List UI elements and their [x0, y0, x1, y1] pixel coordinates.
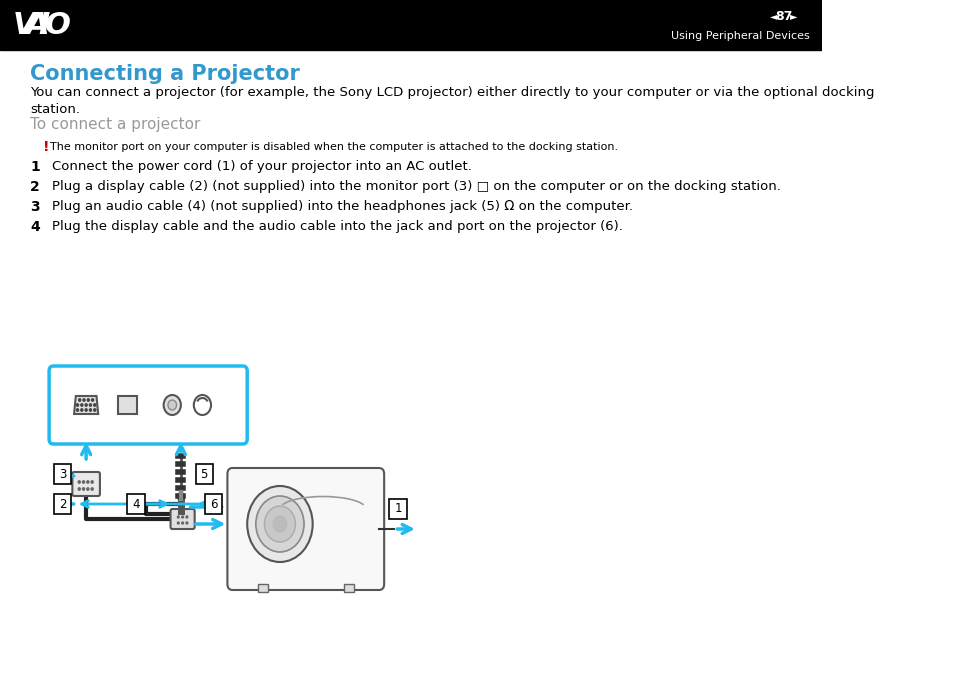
Text: 4: 4 — [132, 497, 140, 510]
Text: O: O — [45, 11, 71, 40]
Circle shape — [168, 400, 176, 410]
Text: Connect the power cord (1) of your projector into an AC outlet.: Connect the power cord (1) of your proje… — [51, 160, 471, 173]
Circle shape — [186, 522, 188, 524]
FancyBboxPatch shape — [195, 464, 213, 484]
Circle shape — [164, 395, 181, 415]
Text: 2: 2 — [30, 180, 40, 194]
Text: 4: 4 — [30, 220, 40, 234]
FancyBboxPatch shape — [171, 509, 194, 529]
Text: Plug the display cable and the audio cable into the jack and port on the project: Plug the display cable and the audio cab… — [51, 220, 622, 233]
Text: ◄: ◄ — [769, 11, 777, 21]
Text: I: I — [38, 11, 50, 40]
Circle shape — [82, 488, 85, 490]
Bar — [343, 584, 354, 592]
Text: Plug an audio cable (4) (not supplied) into the headphones jack (5) Ω on the com: Plug an audio cable (4) (not supplied) i… — [51, 200, 632, 213]
Text: A: A — [26, 11, 50, 40]
Text: Using Peripheral Devices: Using Peripheral Devices — [670, 31, 809, 41]
Circle shape — [85, 409, 87, 411]
Circle shape — [81, 409, 83, 411]
Circle shape — [182, 522, 183, 524]
Text: To connect a projector: To connect a projector — [30, 117, 200, 132]
Circle shape — [90, 404, 91, 406]
Text: 2: 2 — [59, 497, 67, 510]
Circle shape — [85, 404, 87, 406]
Circle shape — [87, 399, 90, 401]
Circle shape — [93, 404, 95, 406]
Circle shape — [186, 516, 188, 518]
FancyBboxPatch shape — [205, 494, 222, 514]
Circle shape — [177, 516, 179, 518]
Text: !: ! — [43, 140, 50, 154]
FancyBboxPatch shape — [54, 464, 71, 484]
Circle shape — [177, 522, 179, 524]
Text: ►: ► — [790, 11, 797, 21]
Text: 1: 1 — [30, 160, 40, 174]
Circle shape — [87, 488, 89, 490]
Circle shape — [273, 516, 287, 532]
Text: Connecting a Projector: Connecting a Projector — [30, 64, 299, 84]
FancyBboxPatch shape — [227, 468, 384, 590]
Circle shape — [82, 481, 85, 483]
Text: 5: 5 — [200, 468, 208, 481]
Text: 3: 3 — [30, 200, 40, 214]
Circle shape — [91, 399, 93, 401]
Circle shape — [90, 409, 91, 411]
Text: 3: 3 — [59, 468, 67, 481]
Text: V: V — [13, 11, 36, 40]
FancyBboxPatch shape — [389, 499, 406, 519]
Text: The monitor port on your computer is disabled when the computer is attached to t: The monitor port on your computer is dis… — [50, 142, 618, 152]
FancyBboxPatch shape — [54, 494, 71, 514]
Circle shape — [93, 409, 95, 411]
FancyBboxPatch shape — [128, 494, 145, 514]
Text: Plug a display cable (2) (not supplied) into the monitor port (3) □ on the compu: Plug a display cable (2) (not supplied) … — [51, 180, 780, 193]
Circle shape — [182, 516, 183, 518]
Circle shape — [76, 404, 78, 406]
FancyBboxPatch shape — [49, 366, 247, 444]
Text: 6: 6 — [210, 497, 217, 510]
Circle shape — [255, 496, 304, 552]
Circle shape — [247, 486, 313, 562]
Text: You can connect a projector (for example, the Sony LCD projector) either directl: You can connect a projector (for example… — [30, 86, 874, 116]
Circle shape — [264, 506, 295, 542]
Circle shape — [81, 404, 83, 406]
Text: 87: 87 — [775, 9, 792, 22]
Circle shape — [91, 488, 93, 490]
Circle shape — [76, 409, 78, 411]
FancyBboxPatch shape — [72, 472, 100, 496]
Polygon shape — [74, 396, 98, 414]
Circle shape — [78, 481, 80, 483]
Circle shape — [177, 493, 184, 501]
Circle shape — [87, 481, 89, 483]
Bar — [118, 396, 137, 414]
Circle shape — [83, 399, 85, 401]
Text: 1: 1 — [394, 503, 401, 516]
Circle shape — [91, 481, 93, 483]
Bar — [0, 0, 821, 50]
Bar — [257, 584, 268, 592]
Circle shape — [78, 488, 80, 490]
Circle shape — [78, 399, 81, 401]
